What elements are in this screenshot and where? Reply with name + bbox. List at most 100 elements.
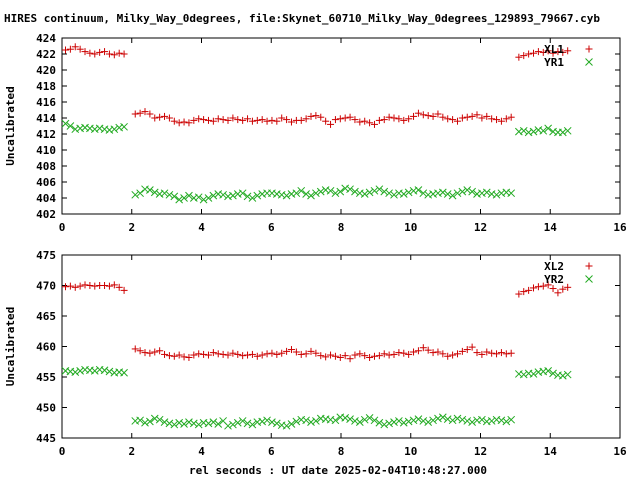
data-point [404, 188, 413, 197]
data-point [175, 195, 184, 204]
data-point [366, 119, 374, 127]
data-point [115, 283, 123, 291]
y-tick-label: 402 [36, 208, 56, 221]
data-point [204, 194, 213, 202]
data-point [120, 286, 128, 294]
data-point [554, 48, 562, 56]
series-xl2 [61, 281, 572, 363]
data-point [229, 420, 237, 429]
data-point [165, 419, 174, 428]
data-point [390, 114, 398, 122]
data-point [214, 350, 222, 358]
data-point [150, 188, 159, 197]
data-point [331, 189, 340, 198]
x-tick-label: 14 [544, 221, 558, 234]
data-point [209, 418, 218, 426]
data-point [478, 350, 486, 358]
data-point [449, 351, 457, 359]
data-point [341, 114, 349, 122]
data-point [170, 117, 178, 125]
data-point [444, 352, 452, 360]
data-point [258, 351, 266, 359]
data-point [434, 189, 442, 198]
data-point [429, 349, 437, 357]
data-point [356, 350, 364, 358]
data-point [419, 189, 428, 198]
data-point [558, 371, 567, 380]
data-point [375, 185, 384, 194]
data-point [71, 283, 79, 291]
data-point [156, 113, 164, 121]
data-point [375, 418, 384, 427]
data-point [507, 415, 516, 424]
data-point [409, 186, 418, 195]
data-point [282, 191, 291, 200]
data-point [248, 350, 256, 358]
x-tick-label: 0 [59, 221, 66, 234]
data-point [180, 118, 188, 126]
data-point [292, 417, 301, 426]
data-point [224, 116, 232, 124]
data-point [482, 188, 491, 197]
data-point [424, 190, 433, 199]
data-point [370, 416, 379, 425]
data-point [312, 189, 320, 198]
x-tick-label: 2 [128, 221, 135, 234]
data-point [341, 184, 350, 193]
data-point [253, 352, 261, 360]
data-point [105, 282, 113, 290]
data-point [120, 122, 128, 131]
data-point [443, 190, 452, 198]
data-point [492, 190, 501, 199]
data-point [438, 188, 447, 197]
data-point [439, 350, 447, 358]
data-point [91, 282, 99, 290]
data-point [131, 345, 139, 353]
data-point [327, 120, 335, 128]
data-point [390, 418, 398, 426]
data-point [360, 190, 369, 198]
data-point [448, 416, 457, 425]
data-point [61, 283, 69, 291]
data-point [185, 191, 193, 200]
data-point [151, 114, 159, 122]
data-point [419, 417, 428, 425]
data-point [419, 111, 427, 119]
data-point [105, 50, 113, 58]
data-point [544, 281, 552, 289]
data-point [268, 116, 276, 124]
x-tick-label: 14 [544, 445, 558, 458]
data-point [549, 369, 557, 378]
data-point [200, 350, 208, 358]
y-tick-label: 420 [36, 64, 56, 77]
series-yr1 [61, 119, 572, 204]
legend-marker [585, 262, 593, 270]
data-point [524, 128, 533, 137]
data-point [209, 117, 217, 125]
data-point [224, 421, 232, 430]
data-point [448, 191, 457, 200]
data-point [434, 348, 442, 356]
data-point [395, 349, 403, 357]
data-point [370, 120, 378, 128]
data-point [86, 49, 94, 57]
y-tick-label: 406 [36, 176, 56, 189]
data-point [493, 116, 501, 124]
data-point [390, 350, 398, 358]
data-point [90, 125, 99, 134]
data-point [146, 110, 154, 118]
data-point [463, 346, 471, 354]
y-tick-label: 410 [36, 144, 56, 157]
data-point [458, 415, 467, 424]
chart-title: HIRES continuum, Milky_Way_0degrees, fil… [4, 12, 600, 25]
upper-panel: 0 2 4 6 8 10 12 14 16 402 404 406 408 410 412 414 416 418… [4, 32, 627, 234]
data-point [302, 416, 310, 425]
data-point [229, 349, 237, 357]
data-point [405, 350, 413, 358]
legend-marker [585, 275, 593, 283]
data-point [336, 353, 344, 361]
data-point [161, 350, 169, 358]
data-point [351, 187, 359, 196]
data-point [424, 418, 433, 426]
